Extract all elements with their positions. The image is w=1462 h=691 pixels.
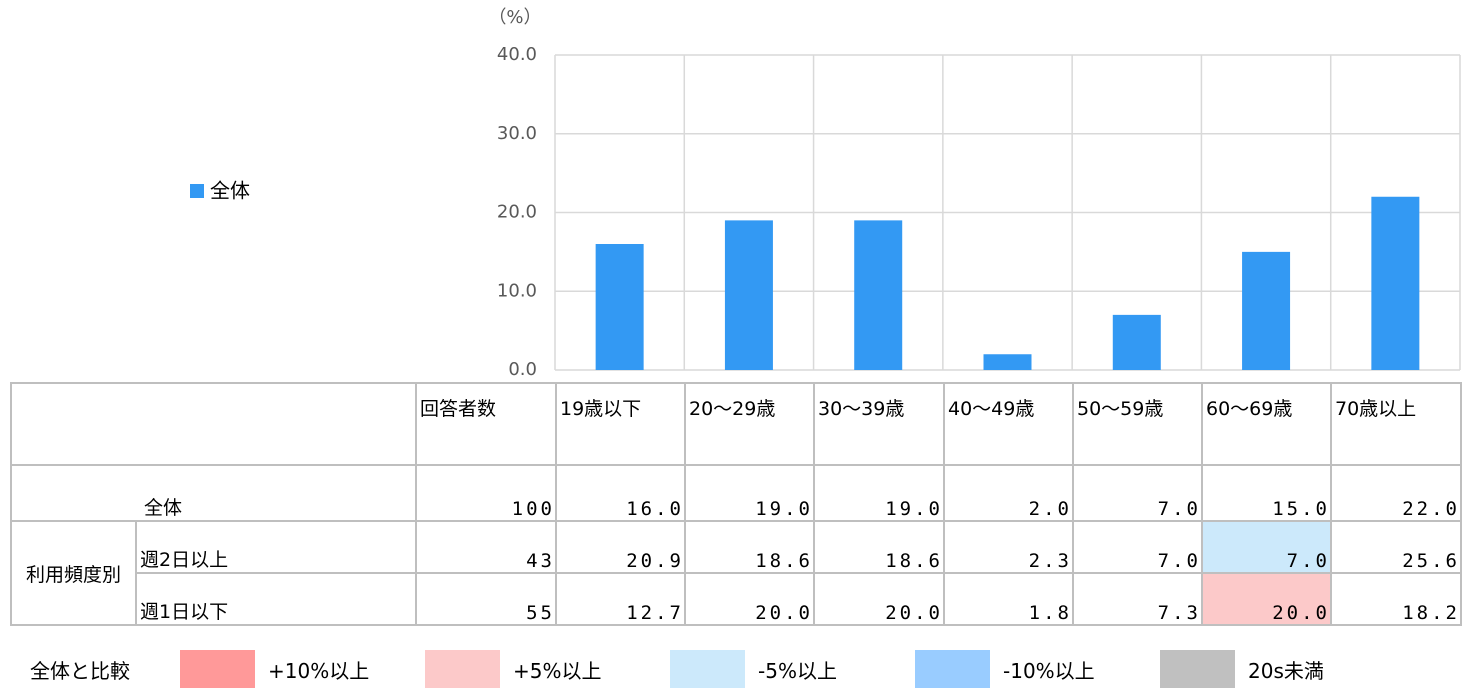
legend-label: +5%以上 — [513, 658, 602, 683]
chart: （%） 0.0 10.0 20.0 30.0 40.0 全体 — [190, 7, 1461, 380]
column-header: 40～49歳 — [943, 382, 1074, 466]
group-label: 利用頻度別 — [10, 520, 137, 626]
column-header: 60～69歳 — [1201, 382, 1332, 466]
cell: 2.0 — [943, 464, 1074, 522]
cell: 18.2 — [1330, 572, 1462, 626]
row-label: 週1日以下 — [135, 572, 417, 626]
legend-label: 全体 — [210, 179, 250, 203]
total-row: 全体 100 16.0 19.0 19.0 2.0 7.0 15.0 22.0 — [10, 464, 1462, 522]
cell: 55 — [415, 572, 557, 626]
cell: 43 — [415, 520, 557, 574]
header-row: 回答者数 19歳以下 20～29歳 30～39歳 40～49歳 50～59歳 60～69歳 7… — [10, 382, 1462, 466]
column-header: 19歳以下 — [555, 382, 686, 466]
cell: 12.7 — [555, 572, 686, 626]
column-header: 20～29歳 — [684, 382, 815, 466]
bar — [724, 220, 773, 370]
cell: 18.6 — [684, 520, 815, 574]
cell: 15.0 — [1201, 464, 1332, 522]
bar — [1371, 196, 1420, 370]
legend-swatch — [915, 650, 990, 688]
column-header: 回答者数 — [415, 382, 557, 466]
legend-label: -10%以上 — [1003, 658, 1095, 683]
corner-cell — [10, 382, 417, 466]
cell: 7.3 — [1072, 572, 1203, 626]
bar — [854, 220, 903, 370]
y-tick-label: 10.0 — [497, 280, 537, 301]
legend-swatch — [670, 650, 745, 688]
cell: 22.0 — [1330, 464, 1462, 522]
cell: 20.0 — [684, 572, 815, 626]
legend-label: 20s未満 — [1248, 658, 1324, 683]
bar — [595, 244, 644, 370]
legend-title: 全体と比較 — [30, 658, 130, 683]
column-header: 70歳以上 — [1330, 382, 1462, 466]
data-row: 週1日以下 55 12.7 20.0 20.0 1.8 7.3 20.0 18.2 — [11, 572, 1462, 626]
cell: 1.8 — [943, 572, 1074, 626]
column-header: 30～39歳 — [813, 382, 945, 466]
cell: 2.3 — [943, 520, 1074, 574]
cell: 19.0 — [813, 464, 945, 522]
bar — [1242, 251, 1291, 370]
cell: 20.0 — [1201, 572, 1332, 626]
legend-label: -5%以上 — [758, 658, 837, 683]
legend-swatch — [180, 650, 255, 688]
cell: 25.6 — [1330, 520, 1462, 574]
cell: 18.6 — [813, 520, 945, 574]
bar — [1112, 314, 1161, 370]
legend-label: +10%以上 — [268, 658, 370, 683]
cell: 7.0 — [1072, 520, 1203, 574]
y-axis-label: （%） — [488, 7, 541, 28]
y-tick-label: 30.0 — [497, 123, 537, 144]
data-row: 利用頻度別 週2日以上 43 20.9 18.6 18.6 2.3 7.0 7.0 25.6 — [10, 520, 1462, 626]
cell: 20.9 — [555, 520, 686, 574]
legend-swatch — [190, 184, 204, 198]
y-tick-label: 20.0 — [497, 202, 537, 223]
row-label: 週2日以上 — [135, 520, 417, 574]
y-tick-label: 0.0 — [508, 359, 537, 380]
data-table: 回答者数 19歳以下 20～29歳 30～39歳 40～49歳 50～59歳 60～69歳 7… — [10, 382, 1462, 626]
cell: 7.0 — [1201, 520, 1332, 574]
bar — [983, 354, 1032, 370]
cell: 20.0 — [813, 572, 945, 626]
row-label: 全体 — [10, 464, 417, 522]
cell: 19.0 — [684, 464, 815, 522]
legend-swatch — [1160, 650, 1235, 688]
cell: 7.0 — [1072, 464, 1203, 522]
column-header: 50～59歳 — [1072, 382, 1203, 466]
legend-swatch — [425, 650, 500, 688]
y-tick-label: 40.0 — [497, 44, 537, 65]
cell: 16.0 — [555, 464, 686, 522]
cell: 100 — [415, 464, 557, 522]
